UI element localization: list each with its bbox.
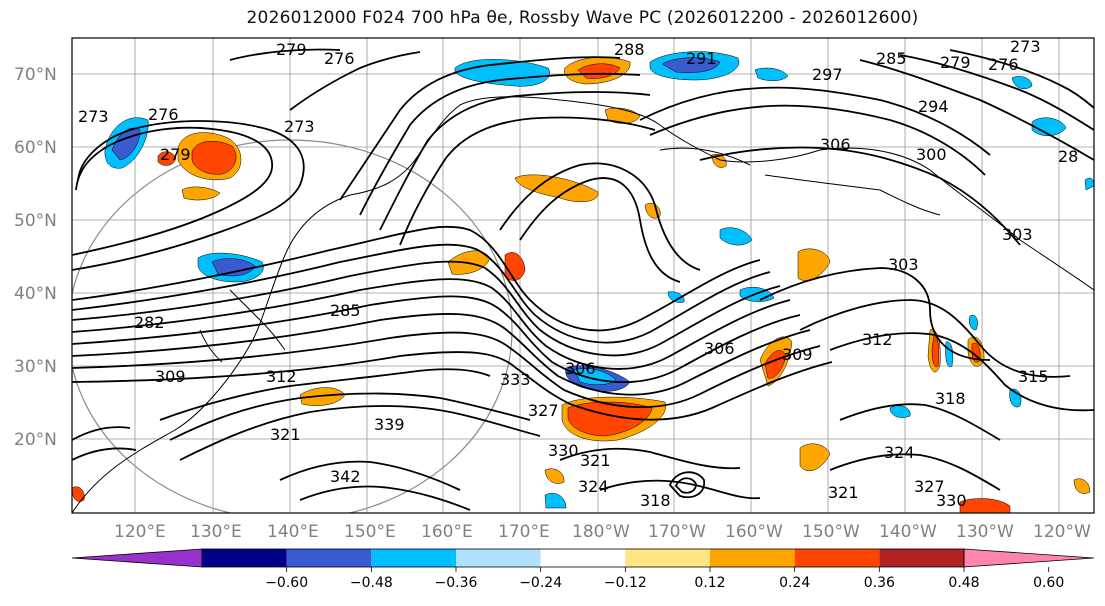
contour-label: 342: [330, 467, 361, 486]
contour-label: 285: [330, 301, 361, 320]
contour-label: 273: [1010, 37, 1041, 56]
contour-label: 279: [276, 40, 307, 59]
lat-label-50n: 50°N: [14, 211, 57, 231]
contour-label: 303: [1002, 225, 1033, 244]
lat-label-20n: 20°N: [14, 430, 57, 450]
colorbar-tick-label: −0.48: [350, 575, 393, 591]
colorbar-tick-label: −0.24: [519, 575, 562, 591]
contour-label: 276: [148, 105, 179, 124]
lon-label: 170°W: [648, 522, 706, 542]
colorbar-tick-label: 0.12: [694, 575, 725, 591]
colorbar: −0.60 −0.48 −0.36 −0.24 −0.12 0.12 0.24 0.36 0.4…: [71, 548, 1095, 591]
lon-label: 180°W: [572, 522, 630, 542]
lat-label-60n: 60°N: [14, 138, 57, 158]
colorbar-segment: [879, 549, 964, 567]
colorbar-tick-label: 0.36: [864, 575, 895, 591]
contour-label: 321: [828, 483, 859, 502]
contour-label: 294: [918, 97, 949, 116]
contour-label: 285: [876, 49, 907, 68]
colorbar-segment: [625, 549, 710, 567]
contour-label: 312: [862, 330, 893, 349]
plot-frame: [71, 37, 1095, 514]
contour-label: 330: [936, 491, 967, 510]
colorbar-segment: [371, 549, 456, 567]
contour-label: 297: [812, 65, 843, 84]
contour-label: 321: [580, 451, 611, 470]
lat-label-70n: 70°N: [14, 65, 57, 85]
contour-label: 276: [988, 55, 1019, 74]
colorbar-outline: [201, 548, 965, 568]
colorbar-segment: [710, 549, 795, 567]
contour-label: 28: [1058, 147, 1078, 166]
colorbar-extend-max: [963, 548, 1095, 568]
longitude-labels: 120°E 130°E 140°E 150°E 160°E 170°E 180°…: [114, 522, 1091, 542]
lon-label: 120°E: [114, 522, 166, 542]
contour-label: 309: [782, 345, 813, 364]
colorbar-segment: [794, 549, 880, 567]
contour-label: 276: [324, 49, 355, 68]
colorbar-segment: [202, 549, 287, 567]
contour-label: 318: [640, 491, 671, 510]
contour-label: 303: [888, 255, 919, 274]
contour-label: 279: [160, 145, 191, 164]
lon-label: 140°W: [879, 522, 937, 542]
colorbar-tick-label: −0.12: [604, 575, 647, 591]
contour-label: 312: [266, 367, 297, 386]
colorbar-segment: [540, 549, 626, 567]
colorbar-segment: [456, 549, 541, 567]
contour-label: 282: [134, 313, 165, 332]
plot-area: 279 276 288 291 285 279 276 273 297 294 …: [72, 37, 1094, 513]
contour-label: 315: [1018, 367, 1049, 386]
colorbar-tick-label: 0.24: [779, 575, 810, 591]
map-title: 2026012000 F024 700 hPa θe, Rossby Wave …: [246, 8, 919, 28]
contour-label: 321: [270, 425, 301, 444]
colorbar-tick-label: −0.36: [435, 575, 478, 591]
lon-label: 150°W: [802, 522, 860, 542]
contour-label: 327: [914, 477, 945, 496]
contour-label: 291: [686, 49, 717, 68]
contour-label: 327: [528, 401, 559, 420]
lon-label: 140°E: [267, 522, 319, 542]
contour-label: 318: [935, 389, 966, 408]
lon-label: 130°E: [190, 522, 242, 542]
colorbar-tick-label: 0.48: [948, 575, 979, 591]
contour-label: 273: [78, 107, 109, 126]
contour-label: 300: [916, 145, 947, 164]
theta-e-contours: [72, 48, 1094, 511]
contour-label: 333: [500, 370, 531, 389]
coastlines: [72, 96, 1094, 513]
lon-label: 170°E: [498, 522, 550, 542]
contour-label: 306: [704, 339, 735, 358]
contour-label: 339: [374, 415, 405, 434]
lat-label-40n: 40°N: [14, 284, 57, 304]
contour-label: 324: [578, 477, 609, 496]
contour-label: 309: [155, 367, 186, 386]
contour-label: 306: [565, 359, 596, 378]
colorbar-tick-label: −0.60: [265, 575, 308, 591]
lat-label-30n: 30°N: [14, 357, 57, 377]
colorbar-tick-label: 0.60: [1033, 575, 1064, 591]
contour-label: 306: [820, 135, 851, 154]
contour-label: 324: [884, 443, 915, 462]
lon-label: 120°W: [1033, 522, 1091, 542]
contour-labels: 279 276 288 291 285 279 276 273 297 294 …: [78, 37, 1078, 510]
lon-label: 150°E: [344, 522, 396, 542]
lon-label: 130°W: [956, 522, 1014, 542]
contour-label: 273: [284, 117, 315, 136]
lon-label: 160°E: [421, 522, 473, 542]
contour-label: 279: [940, 53, 971, 72]
contour-label: 330: [548, 441, 579, 460]
contour-label: 288: [614, 40, 645, 59]
colorbar-extend-min: [71, 548, 203, 568]
lon-label: 160°W: [725, 522, 783, 542]
colorbar-segment: [286, 549, 372, 567]
latitude-labels: 70°N 60°N 50°N 40°N 30°N 20°N: [14, 65, 57, 450]
